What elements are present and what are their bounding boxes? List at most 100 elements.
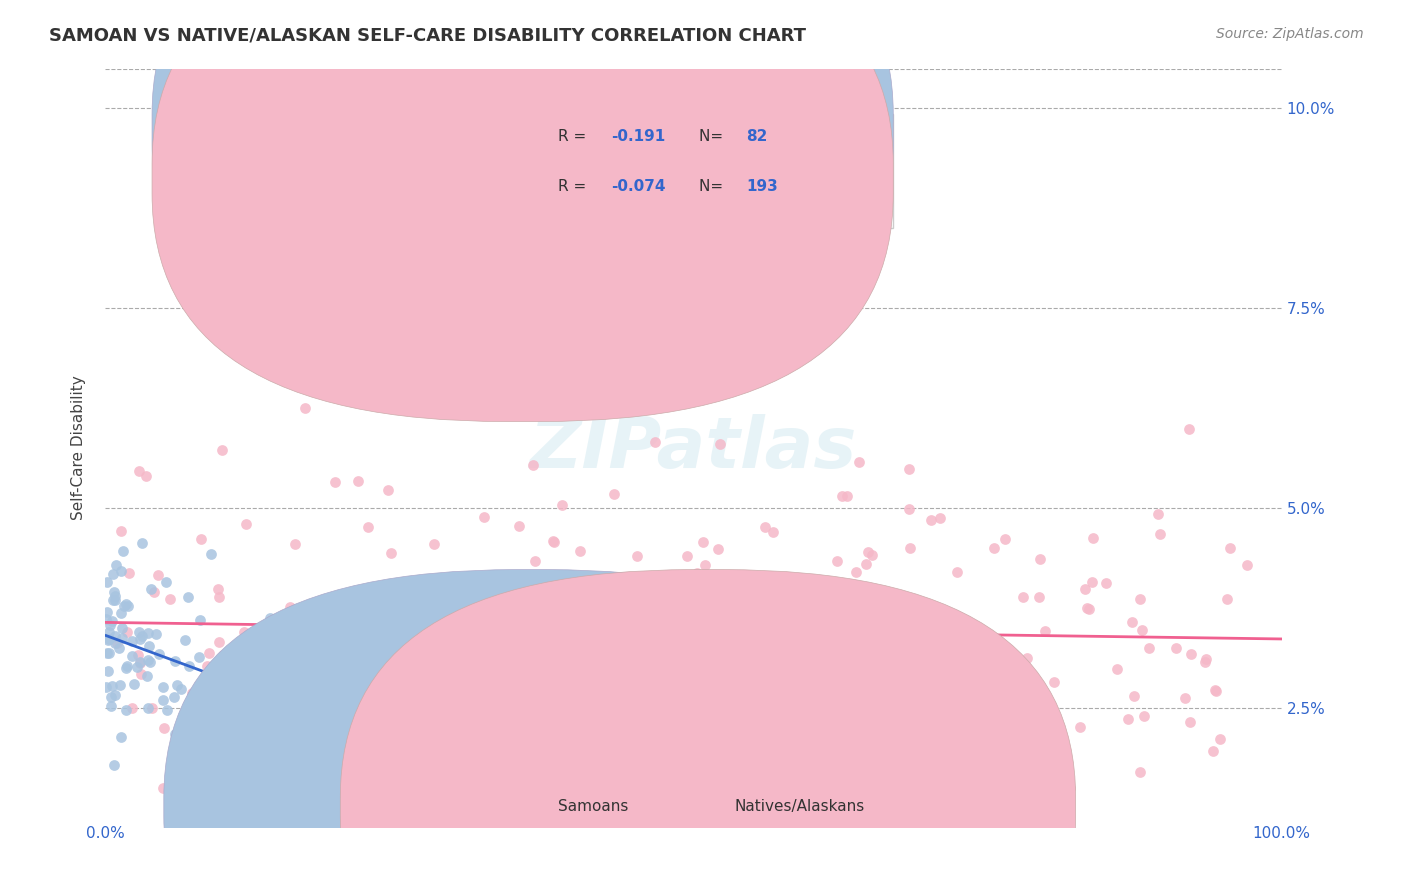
Point xyxy=(723,640,745,654)
Point xyxy=(146,568,169,582)
Point xyxy=(581,630,603,644)
Point xyxy=(108,641,131,656)
Point xyxy=(860,548,883,562)
Point xyxy=(259,611,281,625)
Point xyxy=(720,623,742,637)
Point xyxy=(131,629,153,643)
Point xyxy=(259,777,281,791)
Point xyxy=(664,675,686,690)
Point xyxy=(634,641,657,656)
Point xyxy=(127,648,149,662)
Point xyxy=(1083,531,1105,545)
Point xyxy=(347,474,370,488)
Point xyxy=(725,729,748,743)
Point xyxy=(626,549,648,564)
Point xyxy=(190,532,212,546)
Point xyxy=(598,683,620,698)
Point xyxy=(136,701,159,715)
Point xyxy=(287,679,309,693)
Point xyxy=(207,780,229,795)
Point xyxy=(501,695,523,709)
Point xyxy=(932,625,955,640)
Y-axis label: Self-Care Disability: Self-Care Disability xyxy=(72,376,86,520)
Point xyxy=(470,609,492,624)
Point xyxy=(138,639,160,653)
Point xyxy=(1194,655,1216,669)
Point xyxy=(357,519,380,533)
Point xyxy=(285,658,308,673)
Point xyxy=(110,730,132,744)
Point xyxy=(211,442,233,457)
Point xyxy=(920,513,942,527)
Point xyxy=(644,434,666,449)
Point xyxy=(284,537,307,551)
Point xyxy=(197,658,219,673)
Point xyxy=(1205,683,1227,698)
Point xyxy=(900,541,922,556)
Point xyxy=(177,659,200,673)
Point xyxy=(235,516,257,531)
Point xyxy=(838,780,860,795)
Point xyxy=(97,664,120,678)
Text: 82: 82 xyxy=(747,129,768,145)
Point xyxy=(707,542,730,557)
Point xyxy=(177,590,200,604)
Point xyxy=(387,780,409,795)
Point xyxy=(796,635,818,649)
Point xyxy=(411,649,433,664)
Point xyxy=(1139,640,1161,655)
Point xyxy=(139,582,162,596)
Point xyxy=(898,462,921,476)
Point xyxy=(1202,744,1225,758)
Text: N=: N= xyxy=(699,129,728,145)
Point xyxy=(156,703,179,717)
Point xyxy=(142,584,165,599)
Point xyxy=(1209,731,1232,746)
Point xyxy=(246,749,269,764)
Point xyxy=(129,655,152,669)
Point xyxy=(806,648,828,662)
Point xyxy=(1107,662,1129,676)
Point xyxy=(212,648,235,662)
Point xyxy=(105,636,128,650)
Point xyxy=(298,633,321,648)
Text: SAMOAN VS NATIVE/ALASKAN SELF-CARE DISABILITY CORRELATION CHART: SAMOAN VS NATIVE/ALASKAN SELF-CARE DISAB… xyxy=(49,27,806,45)
Point xyxy=(135,469,157,483)
Text: 0.0%: 0.0% xyxy=(86,826,124,841)
Text: R =: R = xyxy=(558,178,591,194)
Point xyxy=(735,662,758,676)
FancyBboxPatch shape xyxy=(165,570,900,892)
Point xyxy=(96,646,118,660)
Point xyxy=(423,537,446,551)
Point xyxy=(115,661,138,675)
Point xyxy=(1059,780,1081,795)
Point xyxy=(806,656,828,670)
Point xyxy=(569,544,592,558)
Point xyxy=(278,600,301,615)
Point xyxy=(1130,623,1153,637)
Point xyxy=(488,634,510,648)
Point xyxy=(323,684,346,698)
Point xyxy=(100,690,122,704)
Point xyxy=(541,533,564,548)
Point xyxy=(814,716,837,731)
Point xyxy=(1180,647,1202,661)
Point xyxy=(1033,624,1056,638)
Point xyxy=(508,519,530,533)
Point xyxy=(1081,574,1104,589)
Point xyxy=(837,489,859,503)
Point xyxy=(1147,507,1170,521)
Text: Samoans: Samoans xyxy=(558,799,628,814)
Point xyxy=(825,554,848,568)
Point xyxy=(104,589,127,603)
Point xyxy=(429,599,451,614)
Point xyxy=(104,689,127,703)
FancyBboxPatch shape xyxy=(340,570,1076,892)
Point xyxy=(101,614,124,628)
Point xyxy=(1174,691,1197,706)
Point xyxy=(105,558,128,572)
Point xyxy=(166,677,188,691)
Point xyxy=(217,667,239,681)
Point xyxy=(111,631,134,645)
Point xyxy=(824,618,846,632)
